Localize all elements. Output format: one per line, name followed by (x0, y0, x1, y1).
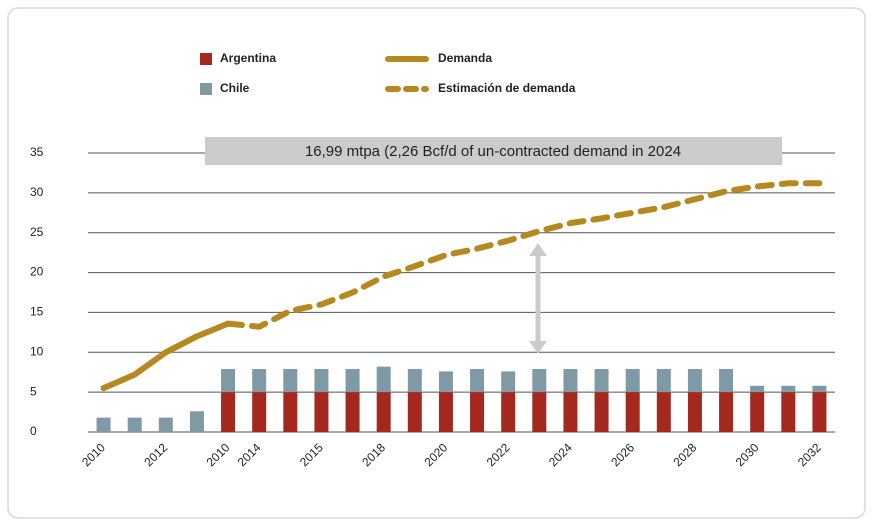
annotation-box (205, 137, 782, 165)
y-tick-label: 35 (30, 145, 44, 159)
bar (376, 392, 391, 432)
bar (563, 369, 578, 393)
bar (750, 392, 765, 432)
bar (532, 392, 547, 432)
y-tick-label: 10 (30, 344, 44, 358)
legend-label: Demanda (438, 51, 492, 65)
bar (625, 369, 640, 393)
bar (252, 392, 267, 432)
bar (407, 392, 422, 432)
bar (470, 369, 485, 393)
bar (812, 392, 827, 432)
annotation: 16,99 mtpa (2,26 Bcf/d of un-contracted … (305, 143, 681, 160)
bar (781, 392, 796, 432)
bar (750, 385, 765, 393)
bar (376, 366, 391, 393)
legend-swatch (200, 83, 212, 95)
y-tick-label: 15 (30, 305, 44, 319)
bar (252, 369, 267, 393)
y-tick-label: 30 (30, 185, 44, 199)
bar (781, 385, 796, 393)
bar (283, 369, 298, 393)
legend-label: Chile (220, 81, 250, 95)
bar (345, 392, 360, 432)
arrow-head (529, 341, 547, 354)
bar (501, 371, 516, 393)
bar (501, 392, 516, 432)
bar (656, 392, 671, 432)
y-tick-label: 5 (30, 384, 37, 398)
bar (438, 371, 453, 393)
bar (127, 417, 142, 432)
bar (345, 369, 360, 393)
bar (314, 369, 329, 393)
bar (656, 369, 671, 393)
bar (96, 417, 111, 432)
line (225, 180, 823, 330)
arrow-head (529, 243, 547, 256)
bar (438, 392, 453, 432)
bar (283, 392, 298, 432)
bar (687, 392, 702, 432)
bar (189, 411, 204, 432)
bar (221, 392, 236, 432)
legend-label: Argentina (220, 51, 276, 65)
frame (7, 7, 866, 519)
bar (314, 392, 329, 432)
bar (625, 392, 640, 432)
bar (563, 392, 578, 432)
bar (594, 369, 609, 393)
bar (719, 392, 734, 432)
bar (407, 369, 422, 393)
bar (687, 369, 702, 393)
bar (812, 385, 827, 393)
y-tick-label: 25 (30, 225, 44, 239)
bar (532, 369, 547, 393)
bar (594, 392, 609, 432)
bar (221, 369, 236, 393)
y-tick-label: 20 (30, 265, 44, 279)
bar (470, 392, 485, 432)
bar (719, 369, 734, 393)
legend-label: Estimación de demanda (438, 81, 576, 95)
line (100, 320, 232, 392)
bar (158, 417, 173, 432)
y-tick-label: 0 (30, 424, 37, 438)
legend-swatch (200, 53, 212, 65)
